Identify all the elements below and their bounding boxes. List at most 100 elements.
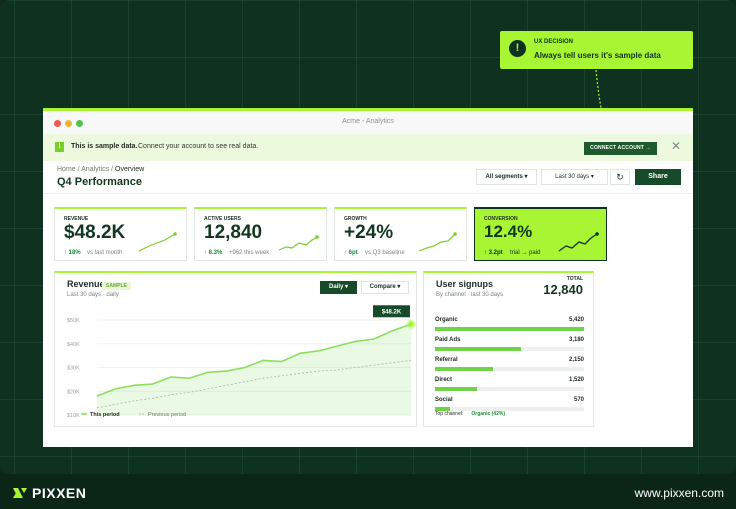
channel-value: 5,420 bbox=[568, 317, 584, 323]
legend-previous-period: Previous period bbox=[148, 412, 186, 418]
kpi-value: +24% bbox=[344, 222, 394, 243]
y-tick-label: $50K bbox=[67, 318, 80, 324]
channel-value: 2,150 bbox=[568, 357, 584, 363]
connect-account-button[interactable]: CONNECT ACCOUNT → bbox=[584, 142, 657, 155]
kpi-note: vs Q3 baseline bbox=[365, 250, 405, 256]
channel-name: Direct bbox=[435, 377, 453, 383]
kpi-note: +962 this week bbox=[229, 250, 270, 256]
channel-name: Social bbox=[435, 397, 453, 403]
breadcrumb-home[interactable]: Home bbox=[57, 166, 76, 173]
kpi-value: 12.4% bbox=[484, 222, 533, 241]
app-window: Acme - Analytics ! This is sample data. … bbox=[43, 108, 693, 447]
channel-bar-fill bbox=[435, 367, 494, 371]
channel-bar-fill bbox=[435, 387, 477, 391]
sparkline-icon bbox=[418, 232, 457, 252]
channel-name: Referral bbox=[435, 357, 458, 363]
area-fill bbox=[97, 324, 411, 415]
series-line-this bbox=[96, 323, 412, 397]
kpi-delta: ↑ 18% bbox=[64, 250, 81, 256]
channel-bar-track bbox=[435, 387, 584, 391]
share-button[interactable]: Share bbox=[635, 169, 681, 185]
window-titlebar: Acme - Analytics bbox=[43, 111, 693, 134]
revenue-subtitle: Last 30 days · daily bbox=[67, 292, 119, 298]
y-tick-label: $40K bbox=[67, 342, 80, 348]
date-range-dropdown[interactable]: Last 30 days ▾ bbox=[541, 169, 608, 185]
banner-strong-text: This is sample data. bbox=[71, 143, 138, 150]
kpi-card-conversion: CONVERSION 12.4% ↑ 3.2pt trial → paid bbox=[474, 207, 607, 261]
kpi-delta: ↑ 8.3% bbox=[204, 250, 223, 256]
segments-dropdown[interactable]: All segments ▾ bbox=[476, 169, 537, 185]
kpi-label: GROWTH bbox=[344, 216, 367, 222]
legend-this-period: This period bbox=[90, 412, 120, 418]
sample-badge: SAMPLE bbox=[102, 282, 131, 290]
sparkline-icon bbox=[138, 232, 177, 252]
top-channel-value: Organic (42%) bbox=[471, 411, 505, 417]
minimize-window-dot[interactable] bbox=[65, 120, 72, 127]
revenue-panel: Revenue SAMPLE Last 30 days · daily Dail… bbox=[54, 271, 417, 427]
last-point bbox=[408, 321, 414, 327]
breadcrumb: Home / Analytics / Overview bbox=[57, 166, 145, 173]
top-channel-label: Top channel: bbox=[435, 411, 464, 417]
kpi-delta: ↑ 6pt bbox=[344, 250, 358, 256]
channel-bar-track bbox=[435, 347, 584, 351]
channel-name: Paid Ads bbox=[435, 337, 461, 343]
channel-bar-fill bbox=[435, 407, 450, 411]
kpi-delta: ↑ 3.2pt bbox=[484, 250, 503, 256]
window-title: Acme - Analytics bbox=[342, 118, 394, 125]
signups-title: User signups bbox=[436, 279, 494, 289]
close-window-dot[interactable] bbox=[54, 120, 61, 127]
tooltip-box bbox=[373, 305, 410, 318]
channel-bar-track bbox=[435, 367, 584, 371]
kpi-card-active-users: ACTIVE USERS 12,840 ↑ 8.3% +962 this wee… bbox=[194, 207, 327, 261]
series-line-previous bbox=[96, 360, 412, 409]
breadcrumb-analytics[interactable]: Analytics bbox=[81, 166, 110, 173]
channel-value: 570 bbox=[573, 397, 584, 403]
sparkline-icon bbox=[558, 232, 599, 252]
kpi-value: 12,840 bbox=[204, 222, 263, 243]
alert-icon: ! bbox=[509, 40, 526, 57]
close-icon[interactable]: ✕ bbox=[671, 139, 682, 153]
breadcrumb-current: Overview bbox=[115, 166, 145, 173]
revenue-title: Revenue bbox=[67, 279, 105, 289]
callout-text: Always tell users it's sample data bbox=[534, 51, 661, 60]
y-tick-label: $20K bbox=[67, 389, 80, 395]
total-label: TOTAL bbox=[566, 276, 583, 282]
header-divider bbox=[43, 193, 693, 194]
sample-data-banner: ! This is sample data. Connect your acco… bbox=[43, 134, 693, 161]
user-signups-panel: User signups By channel · last 30 days T… bbox=[423, 271, 594, 427]
daily-dropdown[interactable]: Daily ▾ bbox=[320, 281, 357, 294]
brand-name: PIXXEN bbox=[32, 485, 87, 501]
channel-bar-track bbox=[435, 407, 584, 411]
page-title: Q4 Performance bbox=[57, 176, 142, 188]
channel-value: 3,180 bbox=[568, 337, 584, 343]
channel-value: 1,520 bbox=[568, 377, 584, 383]
channel-bar-fill bbox=[435, 327, 584, 331]
signups-subtitle: By channel · last 30 days bbox=[436, 292, 504, 298]
compare-dropdown[interactable]: Compare ▾ bbox=[361, 281, 409, 294]
refresh-icon[interactable]: ↻ bbox=[610, 169, 630, 185]
info-icon: ! bbox=[55, 142, 64, 152]
kpi-card-growth: GROWTH +24% ↑ 6pt vs Q3 baseline bbox=[334, 207, 467, 261]
tooltip-value: $48.2K bbox=[382, 309, 402, 315]
channel-bar-track bbox=[435, 327, 584, 331]
ux-decision-callout: ! UX DECISION Always tell users it's sam… bbox=[500, 31, 693, 69]
kpi-label: CONVERSION bbox=[484, 216, 518, 222]
sparkline-icon bbox=[278, 235, 319, 251]
y-tick-label: $10K bbox=[67, 413, 80, 419]
kpi-note: vs last month bbox=[87, 250, 123, 256]
channel-name: Organic bbox=[435, 317, 458, 323]
kpi-note: trial → paid bbox=[510, 250, 541, 256]
y-tick-label: $30K bbox=[67, 366, 80, 372]
kpi-label: ACTIVE USERS bbox=[204, 216, 241, 222]
total-signups: 12,840 bbox=[543, 282, 583, 297]
site-url[interactable]: www.pixxen.com bbox=[634, 486, 724, 500]
channel-bar-fill bbox=[435, 347, 522, 351]
maximize-window-dot[interactable] bbox=[76, 120, 83, 127]
top-channel: Top channel: Organic (42%) bbox=[435, 411, 505, 417]
kpi-label: REVENUE bbox=[64, 216, 89, 222]
callout-title: UX DECISION bbox=[534, 39, 574, 45]
footer bbox=[0, 474, 736, 509]
kpi-card-revenue: REVENUE $48.2K ↑ 18% vs last month bbox=[54, 207, 187, 261]
banner-text: Connect your account to see real data. bbox=[138, 143, 259, 150]
pixxen-mark-icon bbox=[13, 488, 27, 498]
